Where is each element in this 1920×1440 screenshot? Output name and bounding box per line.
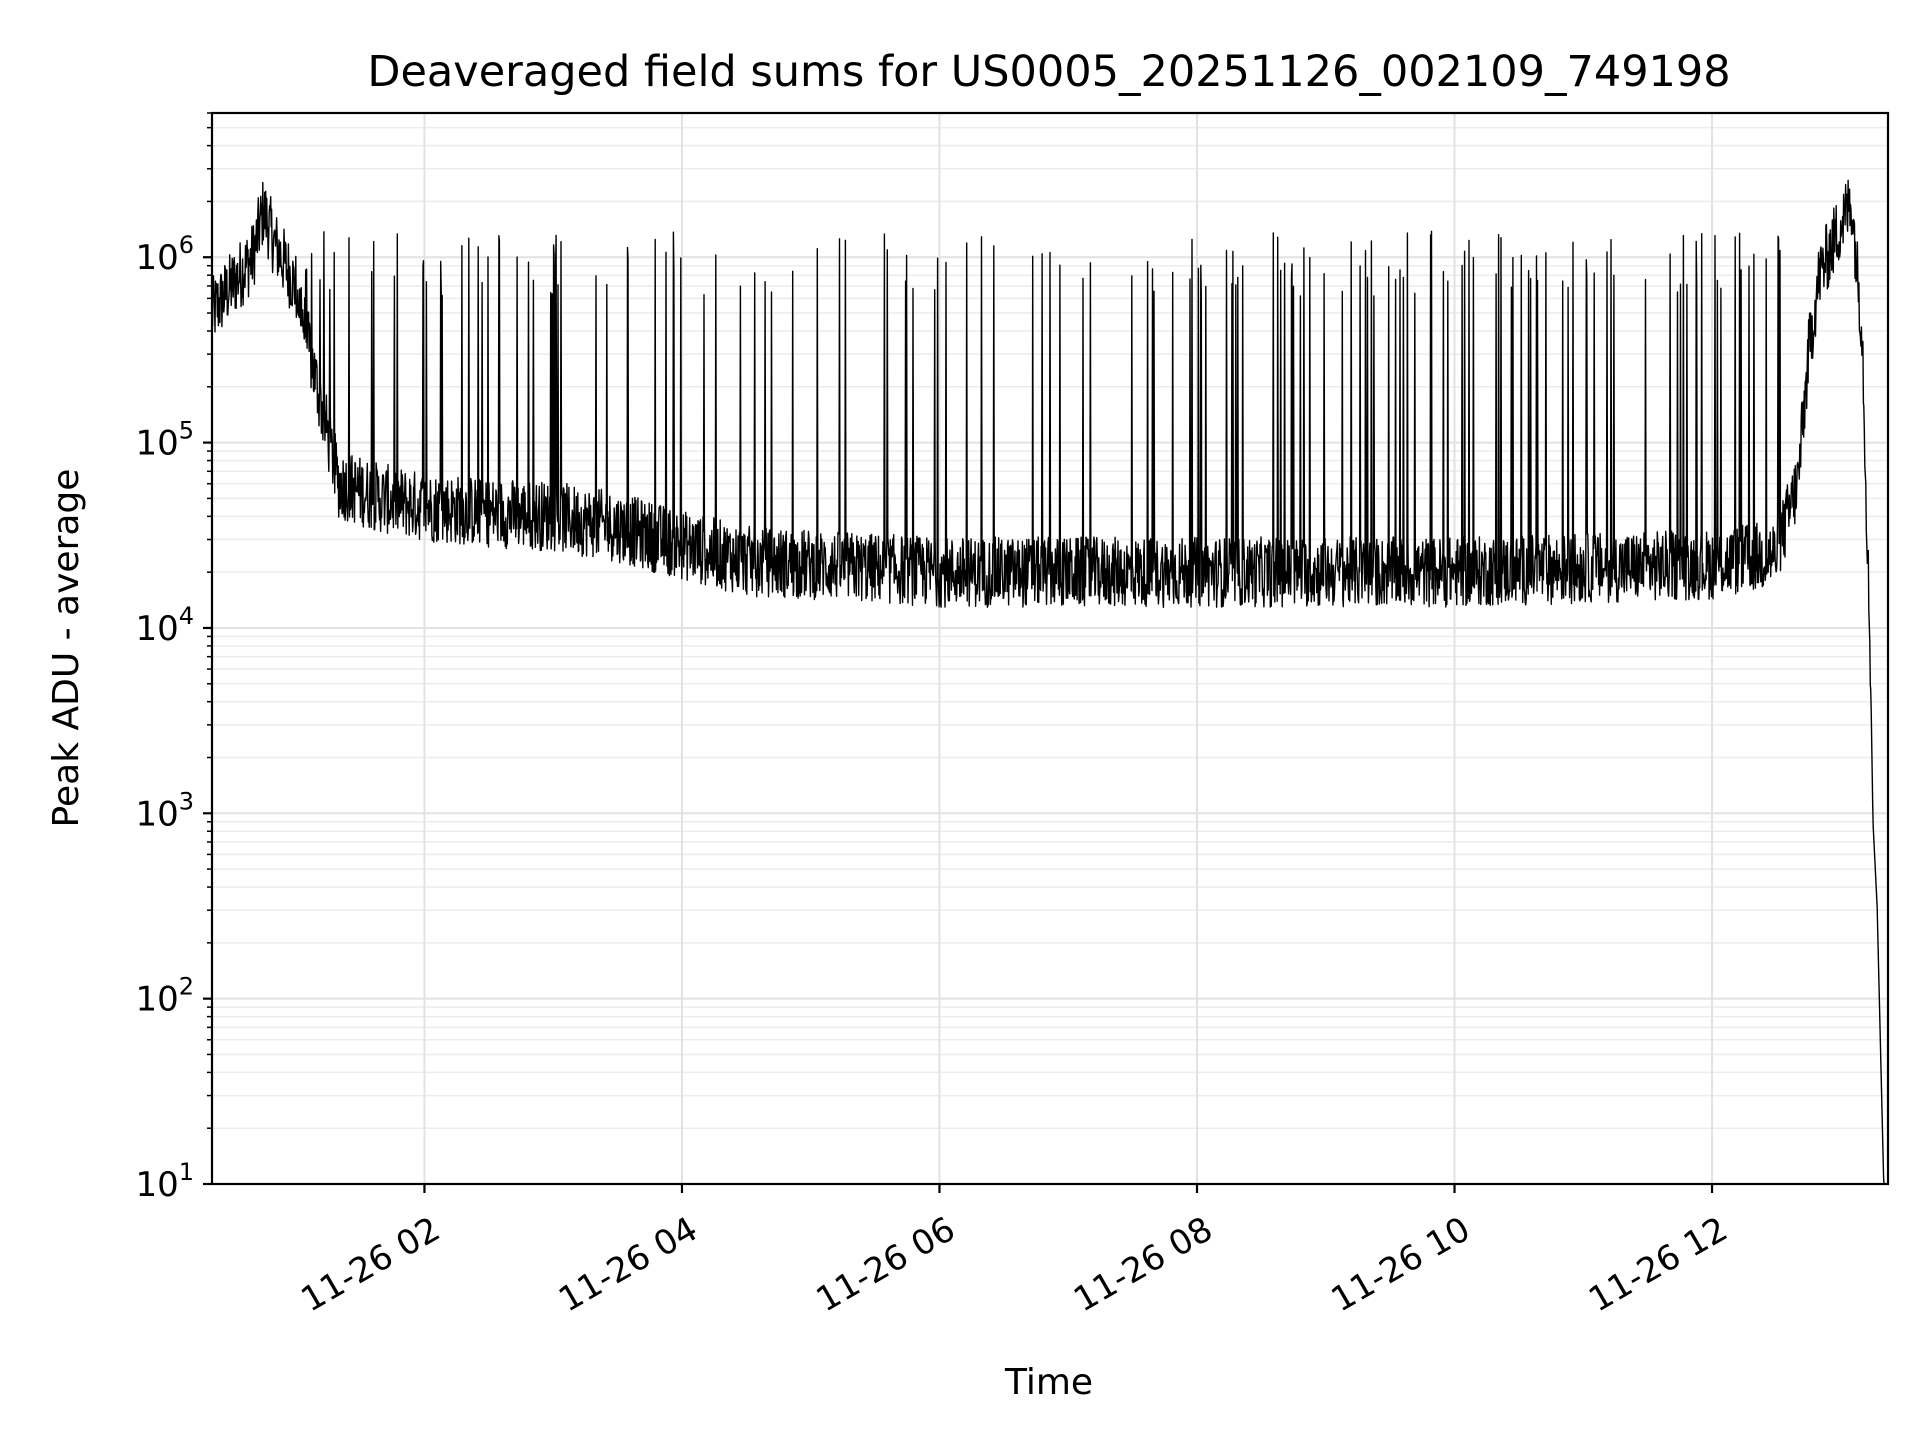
y-tick-label: 104 xyxy=(135,602,194,649)
x-axis-label: Time xyxy=(1004,1362,1093,1403)
y-axis: 101 102 103 104 105 106 xyxy=(135,112,212,1205)
y-tick-label: 106 xyxy=(135,231,194,278)
chart-title: Deaveraged field sums for US0005_2025112… xyxy=(367,47,1730,97)
y-tick-label: 105 xyxy=(135,417,194,464)
y-tick-label: 101 xyxy=(135,1158,194,1205)
y-axis-label: Peak ADU - average xyxy=(46,469,87,828)
series-line xyxy=(211,179,1889,1185)
y-tick-label: 102 xyxy=(135,973,194,1020)
y-tick-label: 103 xyxy=(135,787,194,834)
plot-area xyxy=(211,179,1889,1185)
plot-frame xyxy=(210,111,1890,1186)
